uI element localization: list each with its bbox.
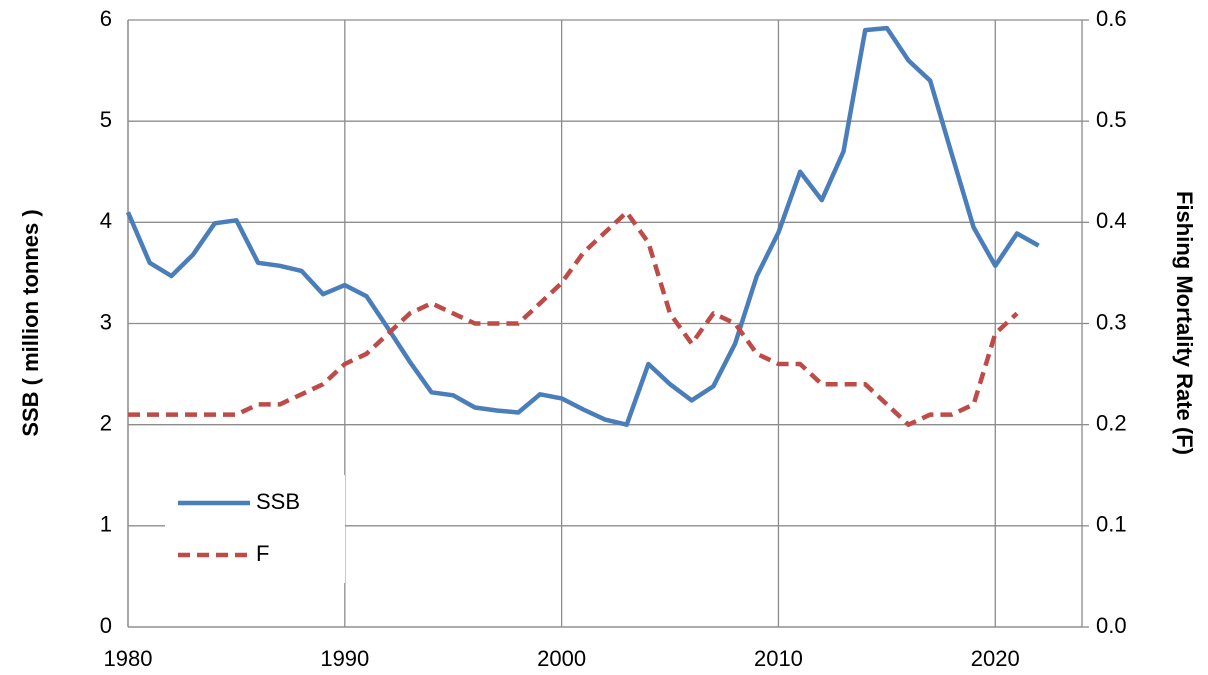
legend-box xyxy=(165,475,345,583)
series-line xyxy=(125,25,1040,427)
x-tick-label: 2010 xyxy=(754,646,803,671)
x-tick-label: 1980 xyxy=(104,646,153,671)
y2-axis-title: Fishing Mortality Rate (F) xyxy=(1172,191,1197,455)
y-tick-label: 1 xyxy=(100,512,112,537)
y-tick-label: 0 xyxy=(100,613,112,638)
y-axis-title: SSB ( million tonnes ) xyxy=(18,209,43,436)
y-tick-label: 5 xyxy=(100,107,112,132)
y-tick-label: 4 xyxy=(100,208,112,233)
y2-tick-label: 0.0 xyxy=(1096,613,1127,638)
y2-tick-label: 0.5 xyxy=(1096,107,1127,132)
series-line xyxy=(128,209,1019,427)
x-tick-label: 2020 xyxy=(971,646,1020,671)
y2-tick-label: 0.1 xyxy=(1096,512,1127,537)
y2-tick-label: 0.6 xyxy=(1096,6,1127,31)
y-tick-label: 6 xyxy=(100,6,112,31)
y-tick-label: 2 xyxy=(100,410,112,435)
x-tick-label: 1990 xyxy=(320,646,369,671)
y2-tick-label: 0.3 xyxy=(1096,309,1127,334)
legend-label: SSB xyxy=(256,489,300,514)
x-tick-label: 2000 xyxy=(537,646,586,671)
y2-tick-label: 0.2 xyxy=(1096,410,1127,435)
y2-tick-label: 0.4 xyxy=(1096,208,1127,233)
y-tick-label: 3 xyxy=(100,309,112,334)
legend-label: F xyxy=(256,541,269,566)
